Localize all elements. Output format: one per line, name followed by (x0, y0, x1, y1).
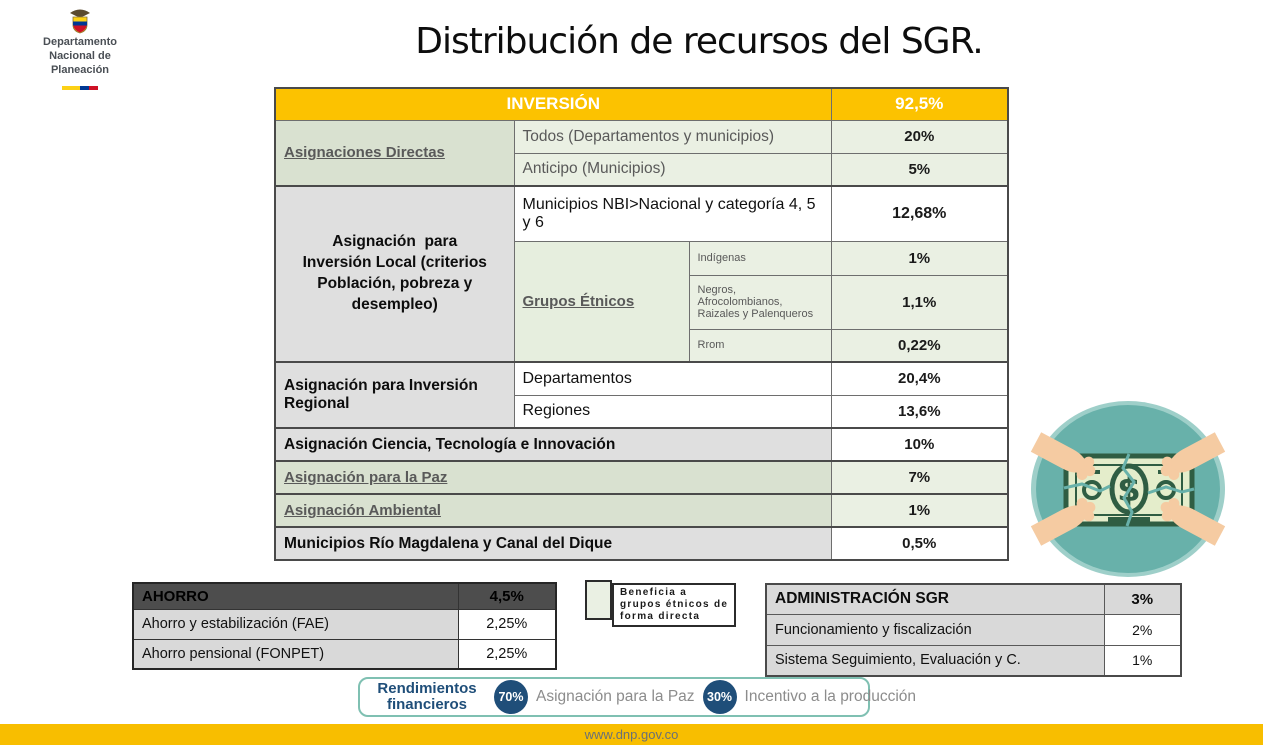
admin-header-label: ADMINISTRACIÓN SGR (765, 583, 1105, 615)
cell-value-departamentos: 20,4% (830, 361, 1009, 396)
colombia-crest-icon (70, 9, 90, 34)
cell-label-fae: Ahorro y estabilización (FAE) (132, 608, 459, 640)
logo-text: Departamento Nacional de Planeación (20, 36, 140, 77)
rendimientos-banner: Rendimientos financieros 70% Asignación … (358, 677, 916, 717)
logo-line-2: Nacional de Planeación (49, 49, 111, 76)
cell-value-sistema-seguimiento: 1% (1103, 644, 1182, 677)
rendimientos-label-produccion: Incentivo a la producción (744, 688, 917, 705)
logo-line-1: Departamento (43, 36, 117, 48)
inversion-table: INVERSIÓN 92,5% Asignaciones Directas To… (274, 87, 1010, 561)
dollar-bill: $ (1063, 453, 1195, 527)
cell-value-negros: 1,1% (830, 274, 1009, 330)
cell-label-fonpet: Ahorro pensional (FONPET) (132, 638, 459, 670)
cell-label-todos: Todos (Departamentos y municipios) (513, 119, 832, 154)
cell-inversion-local: Asignación para Inversión Local (criteri… (274, 185, 515, 363)
cell-value-rrom: 0,22% (830, 328, 1009, 363)
legend-line-2: grupos étnicos de (620, 599, 729, 610)
cell-value-funcionamiento: 2% (1103, 613, 1182, 646)
cell-label-rrom: Rrom (688, 328, 832, 363)
rendimientos-title-line-2: financieros (386, 696, 468, 713)
cell-label-nbi: Municipios NBI>Nacional y categoría 4, 5… (513, 185, 832, 242)
cell-grupos-etnicos: Grupos Étnicos (513, 240, 690, 363)
cell-inversion-regional: Asignación para Inversión Regional (274, 361, 515, 429)
cell-label-sistema-seguimiento: Sistema Seguimiento, Evaluación y C. (765, 644, 1105, 677)
rendimientos-item-paz: 70% Asignación para la Paz (494, 680, 695, 714)
cell-label-anticipo: Anticipo (Municipios) (513, 152, 832, 187)
money-split-illustration: $ (1030, 401, 1226, 577)
inversion-header-label: INVERSIÓN (274, 87, 832, 121)
pct-badge-30: 30% (702, 680, 737, 714)
cell-value-fae: 2,25% (457, 608, 557, 640)
cell-value-rio-magdalena: 0,5% (830, 526, 1009, 561)
inversion-header-value: 92,5% (830, 87, 1009, 121)
cell-value-indigenas: 1% (830, 240, 1009, 276)
footer-bar: www.dnp.gov.co (0, 724, 1263, 745)
cell-label-rio-magdalena: Municipios Río Magdalena y Canal del Diq… (274, 526, 832, 561)
rendimientos-label-paz: Asignación para la Paz (536, 688, 695, 705)
cell-value-todos: 20% (830, 119, 1009, 154)
green-swatch-icon (585, 580, 612, 620)
dnp-logo: Departamento Nacional de Planeación (20, 8, 140, 95)
cell-label-departamentos: Departamentos (513, 361, 832, 396)
cell-value-paz: 7% (830, 460, 1009, 495)
footer-url: www.dnp.gov.co (584, 727, 679, 742)
cell-value-fonpet: 2,25% (457, 638, 557, 670)
hands (1030, 432, 1226, 546)
rendimientos-item-produccion: 30% Incentivo a la producción (702, 680, 917, 714)
admin-header-value: 3% (1103, 583, 1182, 615)
cell-label-ciencia: Asignación Ciencia, Tecnología e Innovac… (274, 427, 832, 462)
cell-label-negros: Negros, Afrocolombianos, Raizales y Pale… (688, 274, 832, 330)
cell-value-anticipo: 5% (830, 152, 1009, 187)
cell-label-paz: Asignación para la Paz (274, 460, 832, 495)
legend-line-3: forma directa (620, 611, 701, 622)
rendimientos-title-line-1: Rendimientos (377, 679, 477, 697)
legend-beneficia: Beneficia a grupos étnicos de forma dire… (585, 580, 737, 627)
rendimientos-title: Rendimientos financieros (368, 679, 486, 714)
pct-badge-70: 70% (494, 680, 528, 714)
cell-value-nbi: 12,68% (830, 185, 1009, 242)
cell-value-ambiental: 1% (830, 493, 1009, 528)
ahorro-header-label: AHORRO (132, 582, 459, 610)
cell-label-funcionamiento: Funcionamiento y fiscalización (765, 613, 1105, 646)
ahorro-table: AHORRO 4,5% Ahorro y estabilización (FAE… (132, 582, 557, 670)
tricolor-bar-icon (62, 86, 98, 91)
cell-label-indigenas: Indígenas (688, 240, 832, 276)
cell-value-ciencia: 10% (830, 427, 1009, 462)
cell-label-ambiental: Asignación Ambiental (274, 493, 832, 528)
cell-asignaciones-directas: Asignaciones Directas (274, 119, 515, 187)
ahorro-header-value: 4,5% (457, 582, 557, 610)
legend-text: Beneficia a grupos étnicos de forma dire… (612, 583, 737, 627)
cell-label-regiones: Regiones (513, 394, 832, 429)
legend-line-1: Beneficia a (620, 587, 688, 598)
cell-value-regiones: 13,6% (830, 394, 1009, 429)
slide-title: Distribución de recursos del SGR. (415, 21, 984, 62)
administracion-table: ADMINISTRACIÓN SGR 3% Funcionamiento y f… (765, 583, 1182, 677)
